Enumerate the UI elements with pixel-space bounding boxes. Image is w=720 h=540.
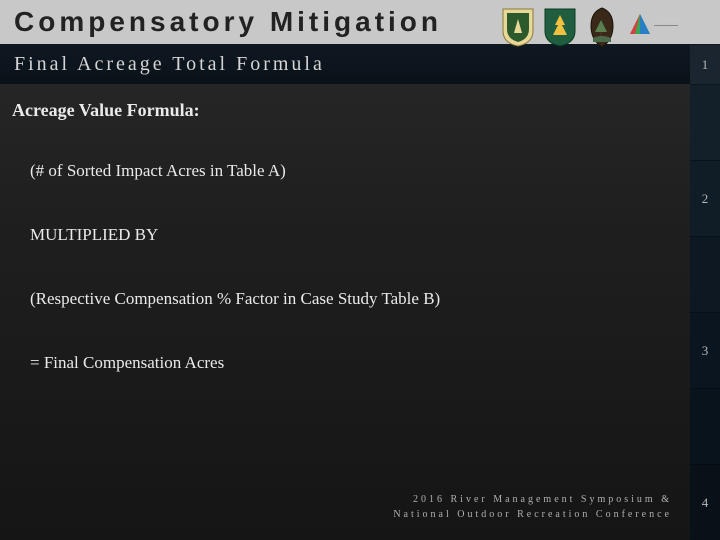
content-area: Acreage Value Formula: (# of Sorted Impa… (12, 100, 680, 417)
svg-text:Argonne: Argonne (654, 15, 680, 24)
usfs-shield-icon (500, 6, 536, 48)
nps-arrowhead-icon (584, 6, 620, 48)
sidebar-spacer (690, 84, 720, 160)
formula-step-1: (# of Sorted Impact Acres in Table A) (30, 161, 680, 181)
slide-subtitle: Final Acreage Total Formula (14, 53, 325, 76)
footer-line-1: 2016 River Management Symposium & (393, 492, 672, 507)
header-subtitle-bar: Final Acreage Total Formula (0, 44, 720, 84)
formula-step-2: (Respective Compensation % Factor in Cas… (30, 289, 680, 309)
footer-line-2: National Outdoor Recreation Conference (393, 507, 672, 522)
sidebar-spacer (690, 236, 720, 312)
argonne-logo-icon: Argonne (626, 6, 680, 48)
sidebar-cell-2: 2 (690, 160, 720, 236)
sidebar-cell-3: 3 (690, 312, 720, 388)
slide-title: Compensatory Mitigation (14, 6, 442, 38)
sidebar-spacer (690, 388, 720, 464)
footer-text: 2016 River Management Symposium & Nation… (393, 492, 672, 522)
formula-operator: MULTIPLIED BY (30, 225, 680, 245)
sidebar-cell-4: 4 (690, 464, 720, 540)
slide-container: Compensatory Mitigation Final Acreage To… (0, 0, 720, 540)
forest-service-icon (542, 6, 578, 48)
sidebar-num-2: 2 (702, 191, 709, 207)
right-sidebar: 1 2 3 4 (690, 44, 720, 540)
sidebar-num-1: 1 (702, 57, 709, 73)
formula-result: = Final Compensation Acres (30, 353, 680, 373)
sidebar-cell-1: 1 (690, 44, 720, 84)
formula-heading: Acreage Value Formula: (12, 100, 680, 121)
logo-row: Argonne (500, 6, 680, 48)
sidebar-num-3: 3 (702, 343, 709, 359)
sidebar-num-4: 4 (702, 495, 709, 511)
